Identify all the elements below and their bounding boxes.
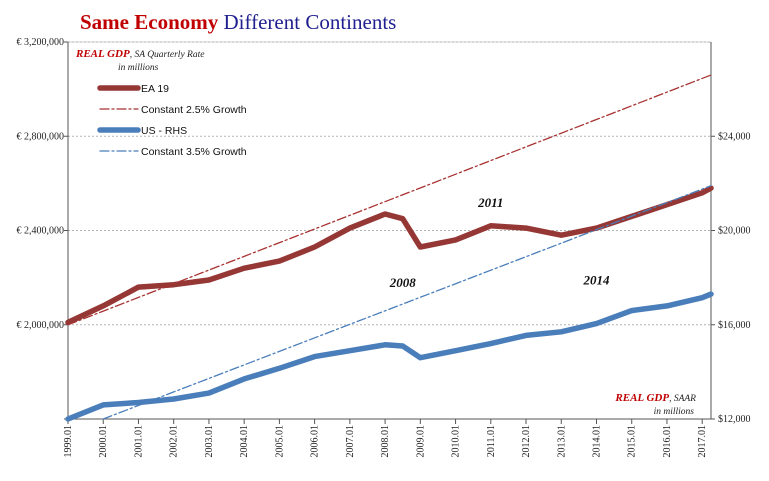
legend-label-2: US - RHS — [141, 125, 187, 137]
x-tick-label: 2016.01 — [662, 425, 673, 458]
left-tick-label: € 2,400,000 — [17, 226, 65, 237]
x-tick-label: 2012.01 — [521, 425, 532, 458]
annotation-1: 2008 — [389, 275, 417, 290]
legend-label-0: EA 19 — [141, 83, 169, 95]
chart-title-bold: Same Economy — [80, 10, 219, 34]
left-tick-label: € 3,200,000 — [17, 37, 65, 48]
chart-title: Same Economy Different Continents — [80, 10, 396, 35]
x-tick-label: 2007.01 — [345, 425, 356, 458]
right-tick-label: $24,000 — [718, 131, 751, 142]
right-tick-label: $20,000 — [718, 226, 751, 237]
x-tick-label: 2015.01 — [627, 425, 638, 458]
left-axis-label: REAL GDP, SA Quarterly Rate — [75, 48, 204, 60]
x-tick-label: 2008.01 — [380, 425, 391, 458]
x-tick-label: 2006.01 — [310, 425, 321, 458]
x-tick-label: 2014.01 — [591, 425, 602, 458]
series-line-0 — [65, 185, 714, 326]
x-tick-label: 2002.01 — [169, 425, 180, 458]
left-tick-label: € 2,000,000 — [17, 320, 65, 331]
x-tick-label: 2001.01 — [133, 425, 144, 458]
right-axis-label: REAL GDP, SAAR — [614, 392, 696, 404]
chart-title-rest: Different Continents — [223, 10, 397, 34]
x-tick-label: 2000.01 — [98, 425, 109, 458]
x-tick-label: 2013.01 — [556, 425, 567, 458]
x-tick-label: 2005.01 — [274, 425, 285, 458]
right-axis-unit: in millions — [654, 407, 695, 417]
legend-label-3: Constant 3.5% Growth — [141, 146, 247, 158]
left-axis-unit: in millions — [118, 63, 159, 73]
x-tick-label: 2004.01 — [239, 425, 250, 458]
x-tick-label: 2011.01 — [486, 425, 497, 457]
left-tick-label: € 2,800,000 — [17, 131, 65, 142]
x-tick-label: 1999.01 — [63, 425, 74, 458]
right-tick-label: $12,000 — [718, 414, 751, 425]
x-tick-label: 2017.01 — [697, 425, 708, 458]
annotation-2: 2014 — [582, 273, 610, 288]
x-tick-label: 2009.01 — [415, 425, 426, 458]
series-line-1 — [67, 74, 712, 326]
legend-label-1: Constant 2.5% Growth — [141, 104, 247, 116]
x-tick-label: 2003.01 — [204, 425, 215, 458]
annotation-0: 2011 — [477, 195, 503, 210]
series-line-3 — [102, 185, 712, 420]
right-tick-label: $16,000 — [718, 320, 751, 331]
series-line-2 — [65, 291, 714, 422]
x-tick-label: 2010.01 — [451, 425, 462, 458]
